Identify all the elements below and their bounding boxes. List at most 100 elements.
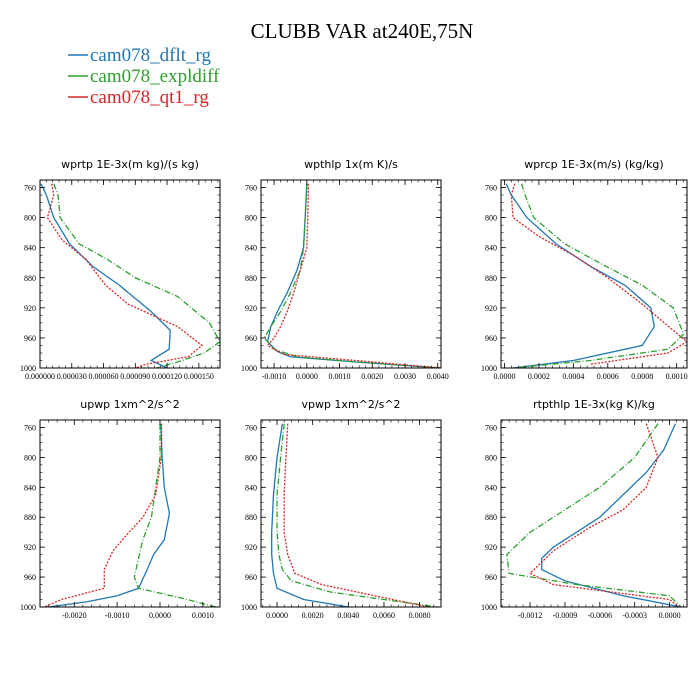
x-tick-label: -0.0003 [622,611,647,620]
y-tick-label: 920 [485,304,497,313]
y-tick-label: 840 [485,483,497,492]
plot-frame [260,419,442,608]
series-line-cam078_qt1_rg [528,423,680,607]
x-tick-label: -0.0010 [105,611,130,620]
y-tick-label: 800 [245,214,257,223]
x-tick-label: -0.0012 [518,611,543,620]
series-line-cam078_qt1_rg [46,183,204,368]
figure-title: CLUBB VAR at240E,75N [251,19,474,43]
y-tick-label: 760 [245,423,257,432]
series-line-cam078_qt1_rg [283,423,429,607]
x-tick-label: 0.0006 [597,372,619,381]
panels: wprtp 1E-3x(m kg)/(s kg) 760 800 840 880 920 9… [20,158,688,620]
series-line-cam078_qt1_rg [510,183,687,365]
y-tick-label: 880 [245,513,257,522]
x-tick-label: -0.0020 [62,611,87,620]
x-tick-label: 0.0040 [427,372,449,381]
plot-frame [39,419,221,608]
y-tick-label: 960 [485,334,497,343]
panel-title: wprtp 1E-3x(m kg)/(s kg) [61,158,199,171]
y-tick-label: 920 [245,543,257,552]
x-tick-label: 0.0010 [666,372,688,381]
x-tick-label: 0.000150 [184,372,214,381]
x-tick-label: 0.0004 [562,372,584,381]
x-tick-label: 0.0010 [192,611,214,620]
x-tick-label: 0.0040 [337,611,359,620]
y-tick-label: 840 [485,244,497,253]
plot-frame [39,179,221,369]
y-tick-label: 920 [245,304,257,313]
x-tick-label: 0.000090 [120,372,150,381]
x-tick-label: 0.0000 [149,611,171,620]
y-tick-label: 800 [24,214,36,223]
y-tick-label: 880 [245,274,257,283]
y-tick-label: 1000 [241,603,257,612]
series-line-cam078_expldiff [53,183,220,368]
x-tick-label: -0.0010 [262,372,287,381]
legend-label-qt1: cam078_qt1_rg [90,87,209,108]
x-tick-label: 0.000030 [57,372,87,381]
series-line-cam078_expldiff [512,183,685,368]
y-tick-label: 1000 [20,364,36,373]
x-tick-label: 0.000000 [25,372,55,381]
series-line-cam078_qt1_rg [266,183,441,368]
y-tick-label: 760 [485,423,497,432]
x-tick-label: 0.0020 [302,611,324,620]
panel-title: rtpthlp 1E-3x(kg K)/kg [533,398,655,411]
series-line-cam078_expldiff [133,423,216,607]
series-line-cam078_dflt_rg [266,183,441,368]
series-line-cam078_dflt_rg [541,423,682,607]
x-tick-label: -0.0006 [587,611,612,620]
y-tick-label: 880 [485,274,497,283]
x-tick-label: 0.0000 [266,611,288,620]
y-tick-label: 840 [245,483,257,492]
plot-frame [260,179,442,369]
series-line-cam078_dflt_rg [48,423,171,607]
y-tick-label: 1000 [481,364,497,373]
x-tick-label: 0.0060 [373,611,395,620]
x-tick-label: 0.0002 [528,372,550,381]
y-tick-label: 760 [24,184,36,193]
series-line-cam078_dflt_rg [271,423,349,607]
y-tick-label: 800 [485,453,497,462]
panel-6: rtpthlp 1E-3x(kg K)/kg 760 800 840 880 920 960… [481,398,688,620]
x-tick-label: 0.0008 [631,372,653,381]
plot-frame [500,179,688,369]
y-tick-label: 880 [24,274,36,283]
y-tick-label: 920 [24,543,36,552]
y-tick-label: 960 [24,334,36,343]
y-tick-label: 800 [245,453,257,462]
series-line-cam078_qt1_rg [44,423,163,607]
series-line-cam078_expldiff [506,423,682,607]
panel-5: vpwp 1xm^2/s^2 760 800 840 880 920 960 1000 0.00… [241,398,442,620]
legend-label-dflt: cam078_dflt_rg [90,45,212,66]
y-tick-label: 960 [245,573,257,582]
x-tick-label: 0.000120 [152,372,182,381]
panel-title: wprcp 1E-3x(m/s) (kg/kg) [524,158,663,171]
y-tick-label: 760 [245,184,257,193]
y-tick-label: 880 [485,513,497,522]
panel-1: wprtp 1E-3x(m kg)/(s kg) 760 800 840 880 920 9… [20,158,221,381]
x-tick-label: 0.000060 [89,372,119,381]
panel-4: upwp 1xm^2/s^2 760 800 840 880 920 960 1000 -0.0… [20,398,221,620]
x-tick-label: 0.0000 [296,372,318,381]
y-tick-label: 960 [485,573,497,582]
series-line-cam078_expldiff [263,183,441,368]
x-tick-label: 0.0010 [329,372,351,381]
y-tick-label: 1000 [481,603,497,612]
y-tick-label: 840 [24,483,36,492]
legend-label-expldiff: cam078_expldiff [90,66,220,87]
x-tick-label: 0.0020 [361,372,383,381]
x-tick-label: 0.0000 [659,611,681,620]
legend: cam078_dflt_rg cam078_expldiff cam078_qt… [68,45,220,108]
y-tick-label: 920 [24,304,36,313]
y-tick-label: 1000 [20,603,36,612]
y-tick-label: 960 [245,334,257,343]
y-tick-label: 1000 [241,364,257,373]
x-tick-label: 0.0030 [394,372,416,381]
y-tick-label: 840 [24,244,36,253]
panel-title: wpthlp 1x(m K)/s [304,158,398,171]
panel-3: wprcp 1E-3x(m/s) (kg/kg) 760 800 840 880 920 9… [481,158,688,381]
panel-title: vpwp 1xm^2/s^2 [301,398,400,411]
